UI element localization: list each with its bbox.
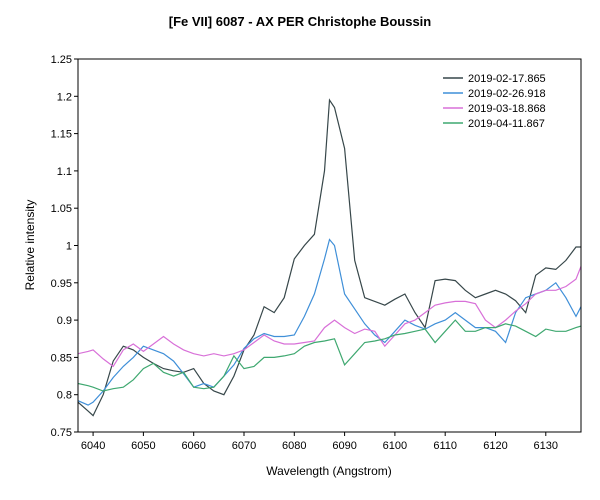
y-tick-label: 1.05 <box>51 203 72 215</box>
x-axis-label: Wavelength (Angstrom) <box>266 464 392 478</box>
series-line-4 <box>78 319 581 392</box>
y-tick-label: 0.85 <box>51 352 72 364</box>
y-tick-label: 0.8 <box>57 390 72 402</box>
legend: 2019-02-17.865 2019-02-26.918 2019-03-18.8… <box>443 73 546 130</box>
axes: 0.75 0.8 0.85 0.9 0.95 1 1.05 1.1 1.15 1.2 1.25 604… <box>51 54 582 452</box>
y-axis-label: Relative intensity <box>23 200 37 291</box>
plot-area <box>78 98 581 417</box>
x-tick-label: 6080 <box>282 440 306 452</box>
y-tick-label: 1 <box>66 241 72 253</box>
x-tick-label: 6120 <box>483 440 507 452</box>
series-line-1 <box>78 98 581 417</box>
series-line-3 <box>78 266 581 368</box>
legend-label-4: 2019-04-11.867 <box>468 118 545 130</box>
x-tick-label: 6130 <box>534 440 558 452</box>
y-tick-label: 0.75 <box>51 427 72 439</box>
y-tick-label: 0.9 <box>57 315 72 327</box>
y-tick-label: 1.2 <box>57 91 72 103</box>
legend-label-1: 2019-02-17.865 <box>468 73 546 85</box>
y-tick-label: 1.25 <box>51 54 72 66</box>
y-tick-label: 1.1 <box>57 166 72 178</box>
legend-label-2: 2019-02-26.918 <box>468 88 546 100</box>
x-tick-label: 6050 <box>131 440 155 452</box>
y-tick-label: 1.15 <box>51 129 72 141</box>
legend-label-3: 2019-03-18.868 <box>468 103 546 115</box>
series-line-2 <box>78 238 581 406</box>
x-tick-label: 6090 <box>332 440 356 452</box>
x-tick-label: 6060 <box>181 440 205 452</box>
x-tick-label: 6110 <box>433 440 457 452</box>
x-tick-label: 6070 <box>232 440 256 452</box>
x-tick-label: 6100 <box>383 440 407 452</box>
y-tick-label: 0.95 <box>51 278 72 290</box>
chart-title: [Fe VII] 6087 - AX PER Christophe Boussi… <box>169 14 432 29</box>
x-tick-label: 6040 <box>81 440 105 452</box>
